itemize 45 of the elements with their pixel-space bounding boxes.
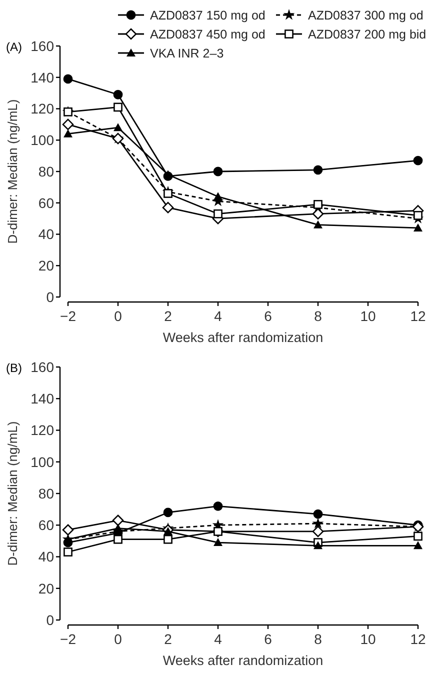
x-tick-label: 8 — [314, 308, 322, 324]
y-tick-label: 100 — [30, 454, 54, 470]
y-tick-label: 20 — [38, 258, 54, 274]
x-tick-label: 8 — [314, 631, 322, 647]
y-tick-label: 60 — [38, 517, 54, 534]
x-tick-label: 12 — [410, 308, 426, 324]
y-tick-label: 160 — [30, 38, 54, 54]
y-tick-label: 80 — [38, 485, 54, 502]
y-tick-label: 160 — [30, 358, 54, 375]
x-tick-label: −2 — [60, 308, 76, 324]
x-tick-label: 2 — [164, 631, 172, 647]
legend-label: AZD0837 200 mg bid — [308, 27, 426, 42]
y-axis-title: D-dimer: Median (ng/mL) — [5, 99, 20, 244]
y-tick-label: 100 — [30, 132, 54, 148]
x-axis-title: Weeks after randomization — [162, 330, 324, 345]
chart-title: (B) — [6, 361, 22, 375]
x-tick-label: 10 — [360, 308, 376, 324]
chart-title: (A) — [6, 40, 22, 54]
x-tick-label: 4 — [214, 308, 222, 324]
y-tick-label: 120 — [30, 100, 54, 117]
x-tick-label: 2 — [164, 308, 172, 324]
y-tick-label: 0 — [46, 612, 54, 628]
x-tick-label: −2 — [60, 631, 76, 647]
y-tick-label: 120 — [30, 422, 54, 438]
legend-label: AZD0837 150 mg od — [150, 8, 266, 22]
y-tick-label: 40 — [38, 548, 54, 565]
legend-label: VKA INR 2–3 — [150, 46, 224, 60]
y-tick-label: 0 — [46, 288, 54, 305]
x-tick-label: 0 — [114, 631, 122, 647]
y-tick-label: 140 — [30, 390, 54, 407]
y-tick-label: 20 — [38, 580, 54, 596]
y-tick-label: 40 — [38, 226, 54, 242]
x-tick-label: 4 — [214, 631, 222, 647]
x-tick-label: 6 — [264, 308, 272, 324]
legend-label: AZD0837 300 mg od — [308, 8, 424, 22]
x-axis-title: Weeks after randomization — [162, 653, 324, 668]
x-tick-label: 0 — [114, 308, 122, 324]
y-tick-label: 60 — [38, 194, 54, 211]
x-tick-label: 6 — [264, 631, 272, 647]
x-tick-label: 10 — [360, 631, 376, 647]
x-tick-label: 12 — [410, 631, 426, 647]
y-axis-title: D-dimer: Median (ng/mL) — [5, 421, 20, 566]
y-tick-label: 140 — [30, 69, 54, 86]
y-tick-label: 80 — [38, 163, 54, 180]
legend-label: AZD0837 450 mg od — [150, 27, 266, 42]
